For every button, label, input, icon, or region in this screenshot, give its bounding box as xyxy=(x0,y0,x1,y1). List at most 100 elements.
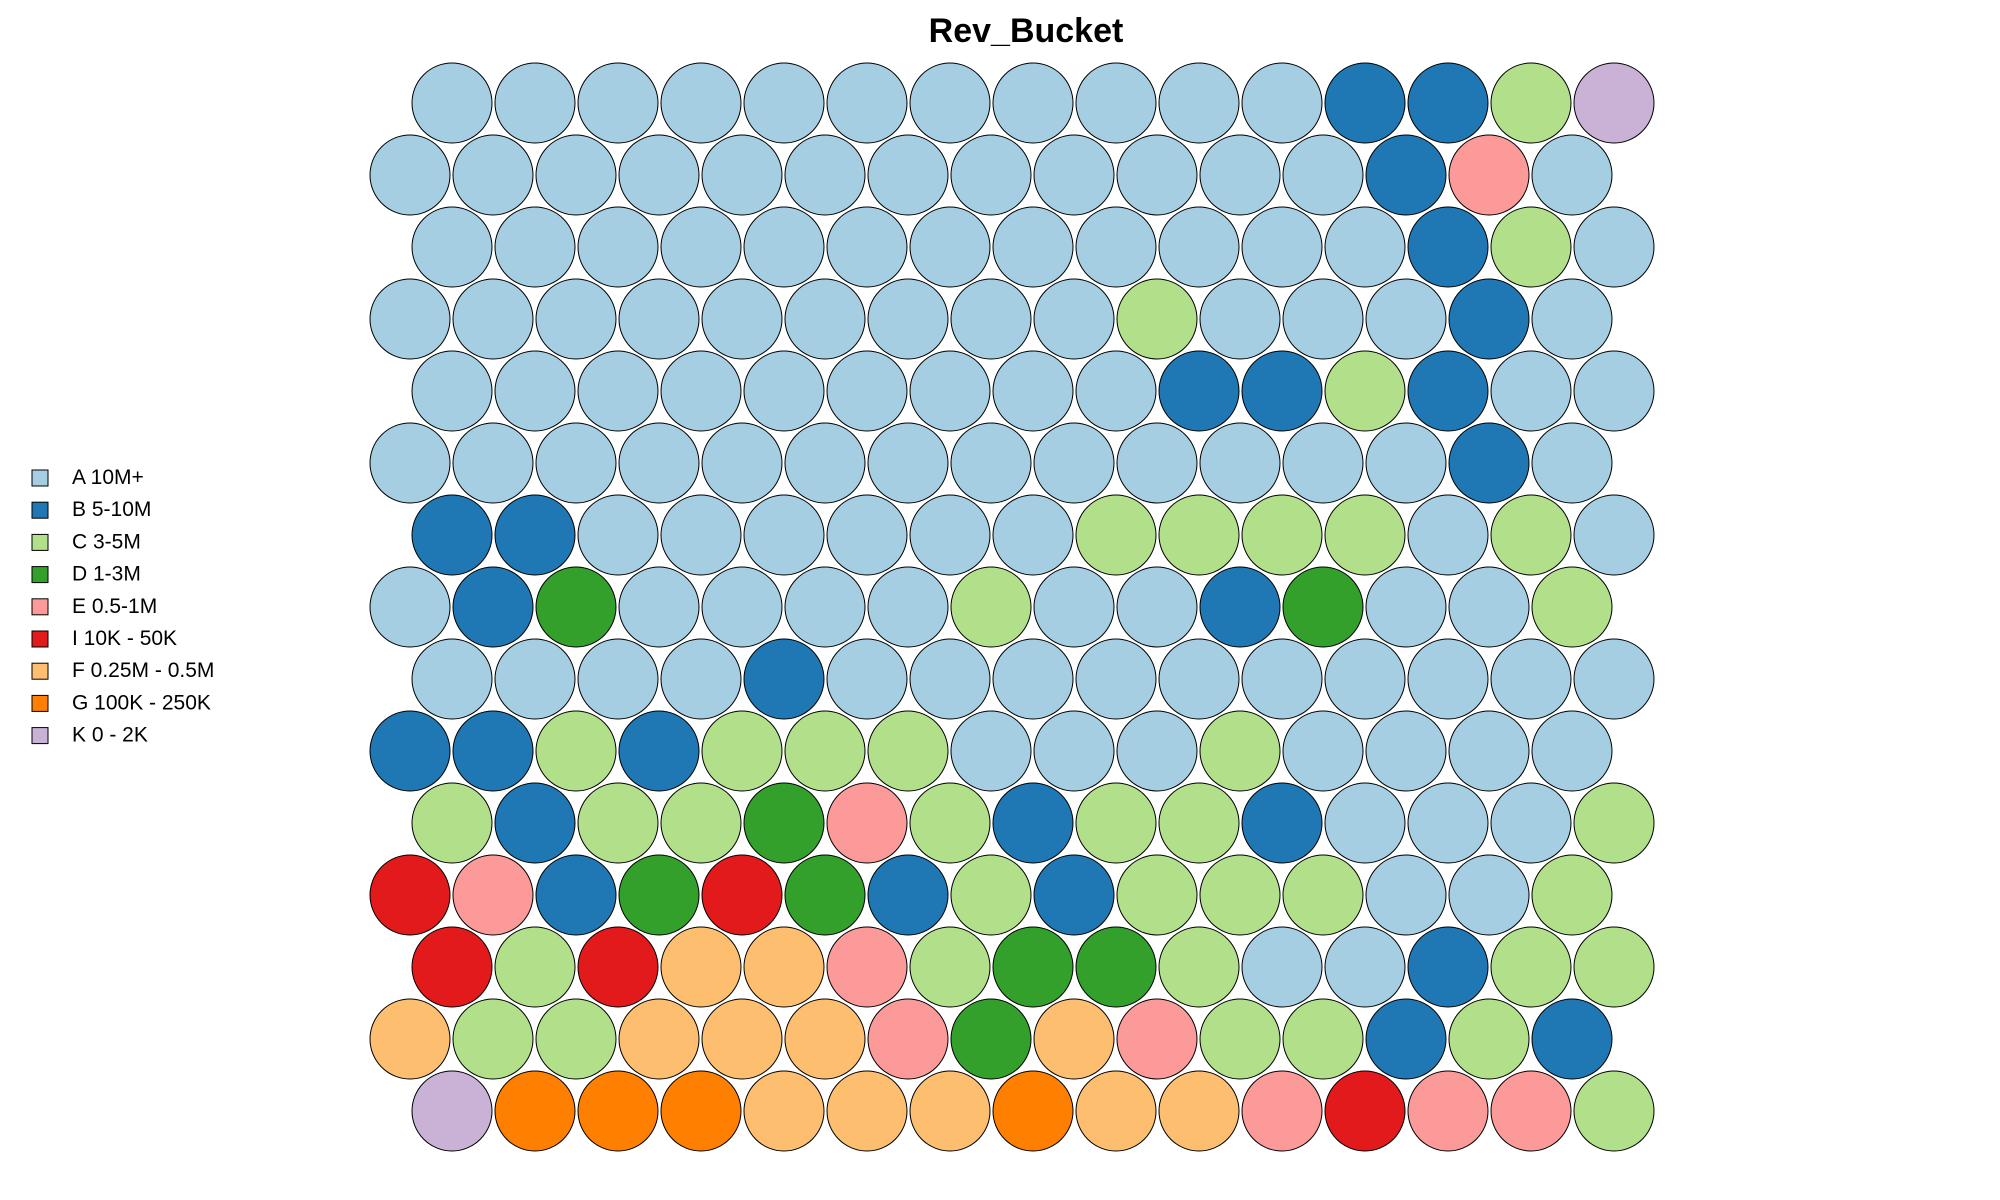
cell-r5-c6 xyxy=(867,422,949,504)
cell-r12-c14 xyxy=(1573,926,1655,1008)
cell-r6-c10 xyxy=(1241,494,1323,576)
cell-r0-c5 xyxy=(826,62,908,144)
cell-r3-c5 xyxy=(784,278,866,360)
cell-r2-c13 xyxy=(1490,206,1572,288)
cell-r4-c3 xyxy=(660,350,742,432)
cell-r4-c6 xyxy=(909,350,991,432)
cell-r5-c3 xyxy=(618,422,700,504)
cell-r10-c11 xyxy=(1324,782,1406,864)
cell-r10-c0 xyxy=(411,782,493,864)
chart-title: Rev_Bucket xyxy=(929,12,1124,50)
cell-r4-c8 xyxy=(1075,350,1157,432)
legend-label-I: I 10K - 50K xyxy=(72,627,177,650)
cell-r5-c8 xyxy=(1033,422,1115,504)
cell-r10-c14 xyxy=(1573,782,1655,864)
legend-swatch-B xyxy=(31,501,49,519)
cell-r7-c3 xyxy=(618,566,700,648)
legend-label-D: D 1-3M xyxy=(72,563,141,586)
cell-r0-c11 xyxy=(1324,62,1406,144)
cell-r9-c8 xyxy=(1033,710,1115,792)
legend-label-B: B 5-10M xyxy=(72,498,151,521)
cell-r12-c1 xyxy=(494,926,576,1008)
cell-r8-c2 xyxy=(577,638,659,720)
cell-r12-c7 xyxy=(992,926,1074,1008)
cell-r11-c12 xyxy=(1365,854,1447,936)
cell-r8-c13 xyxy=(1490,638,1572,720)
legend-swatch-D xyxy=(31,566,49,584)
cell-r2-c10 xyxy=(1241,206,1323,288)
cell-r4-c11 xyxy=(1324,350,1406,432)
cell-r7-c8 xyxy=(1033,566,1115,648)
cell-r13-c2 xyxy=(535,998,617,1080)
cell-r13-c9 xyxy=(1116,998,1198,1080)
cell-r9-c3 xyxy=(618,710,700,792)
cell-r5-c12 xyxy=(1365,422,1447,504)
cell-r8-c8 xyxy=(1075,638,1157,720)
cell-r11-c6 xyxy=(867,854,949,936)
cell-r0-c2 xyxy=(577,62,659,144)
cell-r6-c11 xyxy=(1324,494,1406,576)
cell-r1-c7 xyxy=(950,134,1032,216)
cell-r3-c8 xyxy=(1033,278,1115,360)
cell-r14-c9 xyxy=(1158,1070,1240,1152)
cell-r7-c13 xyxy=(1448,566,1530,648)
cell-r2-c14 xyxy=(1573,206,1655,288)
cell-r2-c12 xyxy=(1407,206,1489,288)
cell-r4-c12 xyxy=(1407,350,1489,432)
cell-r10-c7 xyxy=(992,782,1074,864)
cell-r2-c7 xyxy=(992,206,1074,288)
cell-r14-c14 xyxy=(1573,1070,1655,1152)
cell-r11-c4 xyxy=(701,854,783,936)
cell-r0-c4 xyxy=(743,62,825,144)
cell-r7-c10 xyxy=(1199,566,1281,648)
cell-r11-c7 xyxy=(950,854,1032,936)
cell-r11-c8 xyxy=(1033,854,1115,936)
cell-r3-c14 xyxy=(1531,278,1613,360)
cell-r14-c5 xyxy=(826,1070,908,1152)
cell-r9-c11 xyxy=(1282,710,1364,792)
legend-label-E: E 0.5-1M xyxy=(72,595,157,618)
cell-r1-c14 xyxy=(1531,134,1613,216)
cell-r12-c12 xyxy=(1407,926,1489,1008)
cell-r14-c2 xyxy=(577,1070,659,1152)
cell-r1-c9 xyxy=(1116,134,1198,216)
cell-r7-c6 xyxy=(867,566,949,648)
legend-label-A: A 10M+ xyxy=(72,466,144,489)
cell-r5-c10 xyxy=(1199,422,1281,504)
legend-swatch-A xyxy=(31,469,49,487)
cell-r6-c12 xyxy=(1407,494,1489,576)
cell-r12-c5 xyxy=(826,926,908,1008)
legend: A 10M+ B 5-10M C 3-5M D 1-3M E 0.5-1M I 10K -… xyxy=(31,466,214,747)
cell-r12-c6 xyxy=(909,926,991,1008)
cell-r7-c0 xyxy=(369,566,451,648)
cell-r14-c12 xyxy=(1407,1070,1489,1152)
cell-r9-c4 xyxy=(701,710,783,792)
cell-r3-c6 xyxy=(867,278,949,360)
cell-r9-c0 xyxy=(369,710,451,792)
cell-r8-c0 xyxy=(411,638,493,720)
cell-r10-c8 xyxy=(1075,782,1157,864)
cell-r13-c7 xyxy=(950,998,1032,1080)
cell-r14-c11 xyxy=(1324,1070,1406,1152)
cell-r1-c1 xyxy=(452,134,534,216)
cell-r3-c12 xyxy=(1365,278,1447,360)
cell-r0-c10 xyxy=(1241,62,1323,144)
cell-r4-c1 xyxy=(494,350,576,432)
cell-r14-c7 xyxy=(992,1070,1074,1152)
cell-r4-c2 xyxy=(577,350,659,432)
cell-r8-c9 xyxy=(1158,638,1240,720)
cell-r2-c11 xyxy=(1324,206,1406,288)
cell-r12-c11 xyxy=(1324,926,1406,1008)
cell-r6-c9 xyxy=(1158,494,1240,576)
cell-r9-c10 xyxy=(1199,710,1281,792)
cell-r13-c0 xyxy=(369,998,451,1080)
cell-r11-c1 xyxy=(452,854,534,936)
cell-r6-c14 xyxy=(1573,494,1655,576)
cell-r6-c4 xyxy=(743,494,825,576)
cell-r5-c11 xyxy=(1282,422,1364,504)
cell-r10-c3 xyxy=(660,782,742,864)
cell-r9-c14 xyxy=(1531,710,1613,792)
cell-r8-c3 xyxy=(660,638,742,720)
cell-r14-c10 xyxy=(1241,1070,1323,1152)
legend-label-G: G 100K - 250K xyxy=(72,691,211,714)
